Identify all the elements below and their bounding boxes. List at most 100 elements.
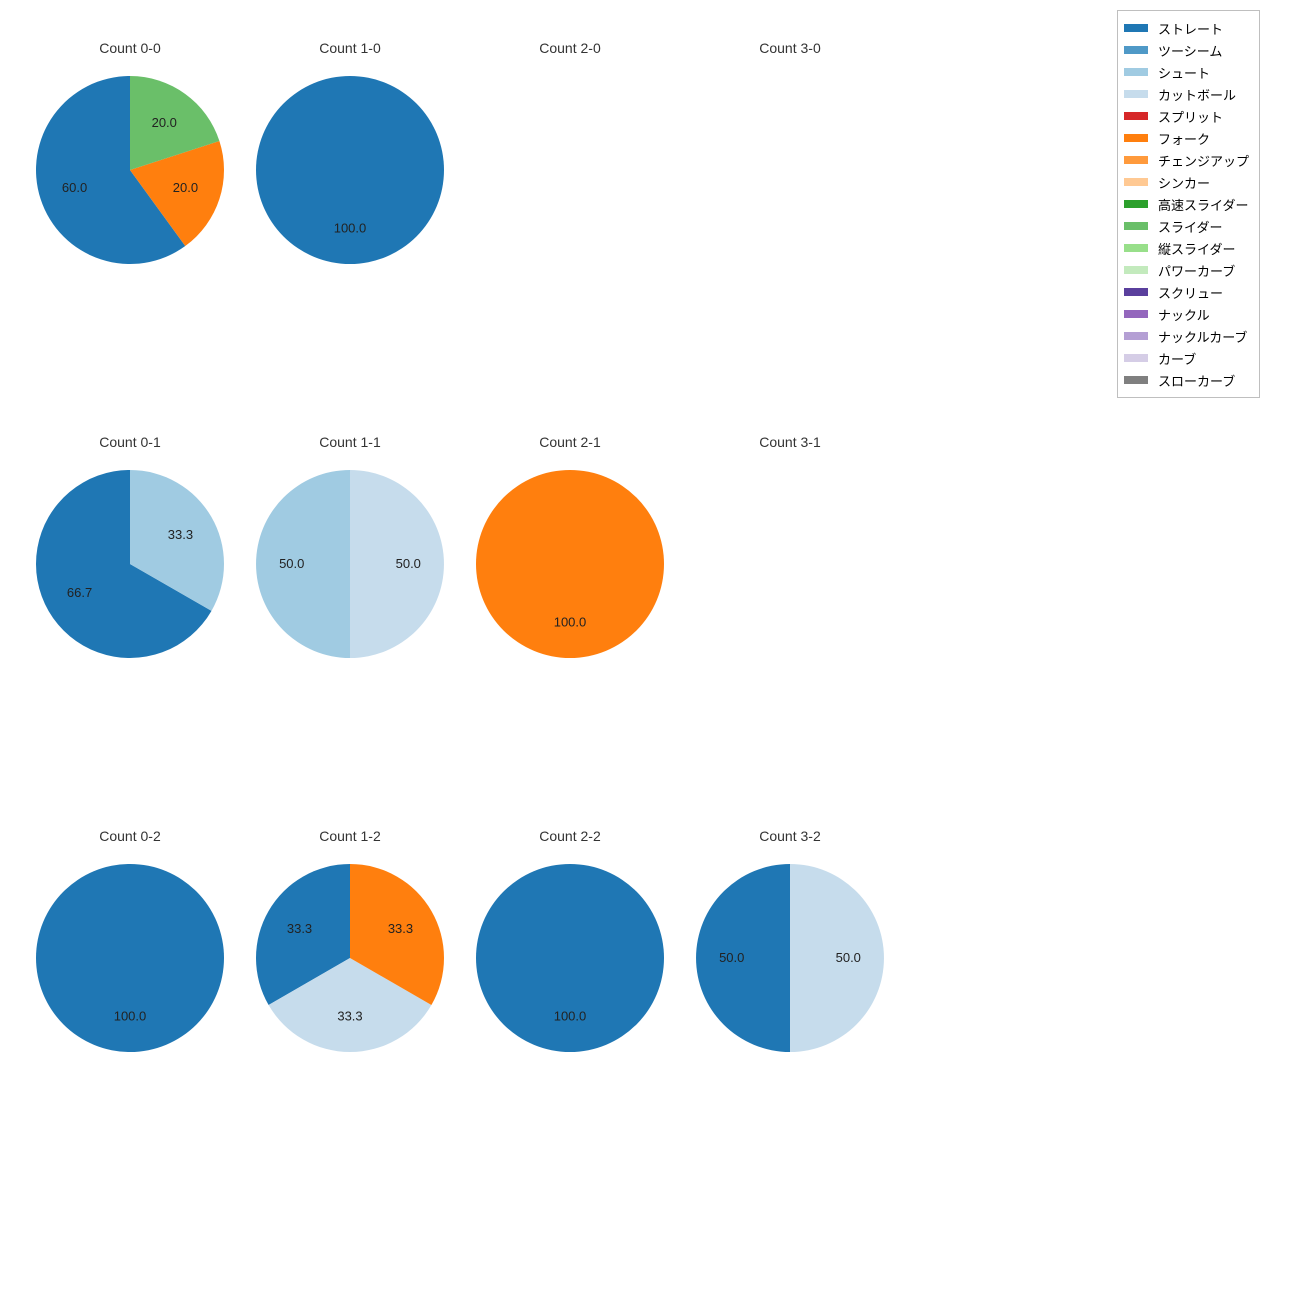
legend-swatch xyxy=(1124,354,1148,362)
svg-text:50.0: 50.0 xyxy=(279,556,304,571)
chart-title: Count 3-0 xyxy=(680,40,900,56)
legend-swatch xyxy=(1124,24,1148,32)
pie-chart: 100.0 xyxy=(476,470,664,658)
pie-chart: 50.0 50.0 xyxy=(696,864,884,1052)
svg-text:33.3: 33.3 xyxy=(337,1008,362,1023)
legend-item: ストレート xyxy=(1124,17,1249,39)
legend-label: フォーク xyxy=(1158,129,1210,148)
pie-cell: Count 1-1 50.0 50.0 xyxy=(240,434,460,658)
legend-label: スクリュー xyxy=(1158,283,1223,302)
legend-item: ナックル xyxy=(1124,303,1249,325)
svg-text:100.0: 100.0 xyxy=(114,1008,147,1023)
svg-text:50.0: 50.0 xyxy=(836,950,861,965)
legend-swatch xyxy=(1124,310,1148,318)
pie-grid: Count 0-060.020.020.0Count 1-0100.0Count… xyxy=(20,40,900,1222)
legend-item: スライダー xyxy=(1124,215,1249,237)
legend-label: ストレート xyxy=(1158,19,1223,38)
pie-chart: 60.0 20.0 20.0 xyxy=(36,76,224,264)
pie-chart: 100.0 xyxy=(36,864,224,1052)
chart-title: Count 1-2 xyxy=(240,828,460,844)
pie-cell: Count 2-2 100.0 xyxy=(460,828,680,1052)
legend-item: パワーカーブ xyxy=(1124,259,1249,281)
legend-swatch xyxy=(1124,222,1148,230)
pie-chart: 50.0 50.0 xyxy=(256,470,444,658)
svg-text:33.3: 33.3 xyxy=(287,921,312,936)
pie-chart xyxy=(696,470,884,658)
legend-label: スライダー xyxy=(1158,217,1222,236)
legend-item: 高速スライダー xyxy=(1124,193,1249,215)
pie-chart xyxy=(696,76,884,264)
pie-cell: Count 3-2 50.0 50.0 xyxy=(680,828,900,1052)
legend-label: 縦スライダー xyxy=(1158,239,1235,258)
legend-swatch xyxy=(1124,46,1148,54)
svg-text:66.7: 66.7 xyxy=(67,585,92,600)
legend-label: チェンジアップ xyxy=(1158,151,1249,170)
legend-item: ツーシーム xyxy=(1124,39,1249,61)
legend-label: カットボール xyxy=(1158,85,1236,104)
legend-swatch xyxy=(1124,90,1148,98)
pie-cell: Count 0-1 66.733.3 xyxy=(20,434,240,658)
legend-item: シュート xyxy=(1124,61,1249,83)
legend-item: チェンジアップ xyxy=(1124,149,1249,171)
legend-item: スクリュー xyxy=(1124,281,1249,303)
chart-title: Count 0-2 xyxy=(20,828,240,844)
chart-title: Count 2-0 xyxy=(460,40,680,56)
legend-swatch xyxy=(1124,266,1148,274)
chart-title: Count 0-1 xyxy=(20,434,240,450)
legend-label: ナックルカーブ xyxy=(1158,327,1247,346)
legend-label: スプリット xyxy=(1158,107,1223,126)
legend-label: ナックル xyxy=(1158,305,1210,324)
legend-label: シュート xyxy=(1158,63,1210,82)
legend-label: シンカー xyxy=(1158,173,1210,192)
chart-title: Count 1-1 xyxy=(240,434,460,450)
chart-title: Count 3-1 xyxy=(680,434,900,450)
legend-label: スローカーブ xyxy=(1158,371,1235,390)
legend: ストレートツーシームシュートカットボールスプリットフォークチェンジアップシンカー… xyxy=(1117,10,1260,398)
svg-text:50.0: 50.0 xyxy=(719,950,744,965)
pie-cell: Count 1-2 33.3 33.3 33.3 xyxy=(240,828,460,1052)
legend-swatch xyxy=(1124,244,1148,252)
legend-item: スプリット xyxy=(1124,105,1249,127)
legend-swatch xyxy=(1124,178,1148,186)
chart-title: Count 2-1 xyxy=(460,434,680,450)
legend-swatch xyxy=(1124,134,1148,142)
legend-swatch xyxy=(1124,288,1148,296)
legend-swatch xyxy=(1124,332,1148,340)
pie-cell: Count 0-2 100.0 xyxy=(20,828,240,1052)
legend-item: カットボール xyxy=(1124,83,1249,105)
legend-label: 高速スライダー xyxy=(1158,195,1248,214)
legend-item: カーブ xyxy=(1124,347,1249,369)
svg-text:50.0: 50.0 xyxy=(396,556,421,571)
legend-item: ナックルカーブ xyxy=(1124,325,1249,347)
legend-label: カーブ xyxy=(1158,349,1196,368)
svg-text:33.3: 33.3 xyxy=(388,921,413,936)
chart-title: Count 2-2 xyxy=(460,828,680,844)
legend-label: パワーカーブ xyxy=(1158,261,1235,280)
pie-chart: 100.0 xyxy=(256,76,444,264)
chart-title: Count 0-0 xyxy=(20,40,240,56)
pie-cell: Count 2-1 100.0 xyxy=(460,434,680,658)
pie-cell: Count 3-1 xyxy=(680,434,900,658)
svg-text:100.0: 100.0 xyxy=(334,220,367,235)
svg-text:100.0: 100.0 xyxy=(554,1008,587,1023)
svg-text:20.0: 20.0 xyxy=(152,115,177,130)
legend-swatch xyxy=(1124,112,1148,120)
pie-chart: 33.3 33.3 33.3 xyxy=(256,864,444,1052)
pie-cell: Count 0-0 60.0 20.0 20.0 xyxy=(20,40,240,264)
legend-item: シンカー xyxy=(1124,171,1249,193)
pie-chart xyxy=(476,76,664,264)
pie-cell: Count 3-0 xyxy=(680,40,900,264)
chart-title: Count 3-2 xyxy=(680,828,900,844)
chart-title: Count 1-0 xyxy=(240,40,460,56)
pie-cell: Count 2-0 xyxy=(460,40,680,264)
legend-swatch xyxy=(1124,200,1148,208)
svg-text:100.0: 100.0 xyxy=(554,614,587,629)
pie-chart: 66.733.3 xyxy=(36,470,224,658)
legend-item: スローカーブ xyxy=(1124,369,1249,391)
legend-swatch xyxy=(1124,68,1148,76)
pie-cell: Count 1-0 100.0 xyxy=(240,40,460,264)
svg-text:60.0: 60.0 xyxy=(62,180,87,195)
svg-text:20.0: 20.0 xyxy=(173,180,198,195)
legend-swatch xyxy=(1124,376,1148,384)
legend-swatch xyxy=(1124,156,1148,164)
